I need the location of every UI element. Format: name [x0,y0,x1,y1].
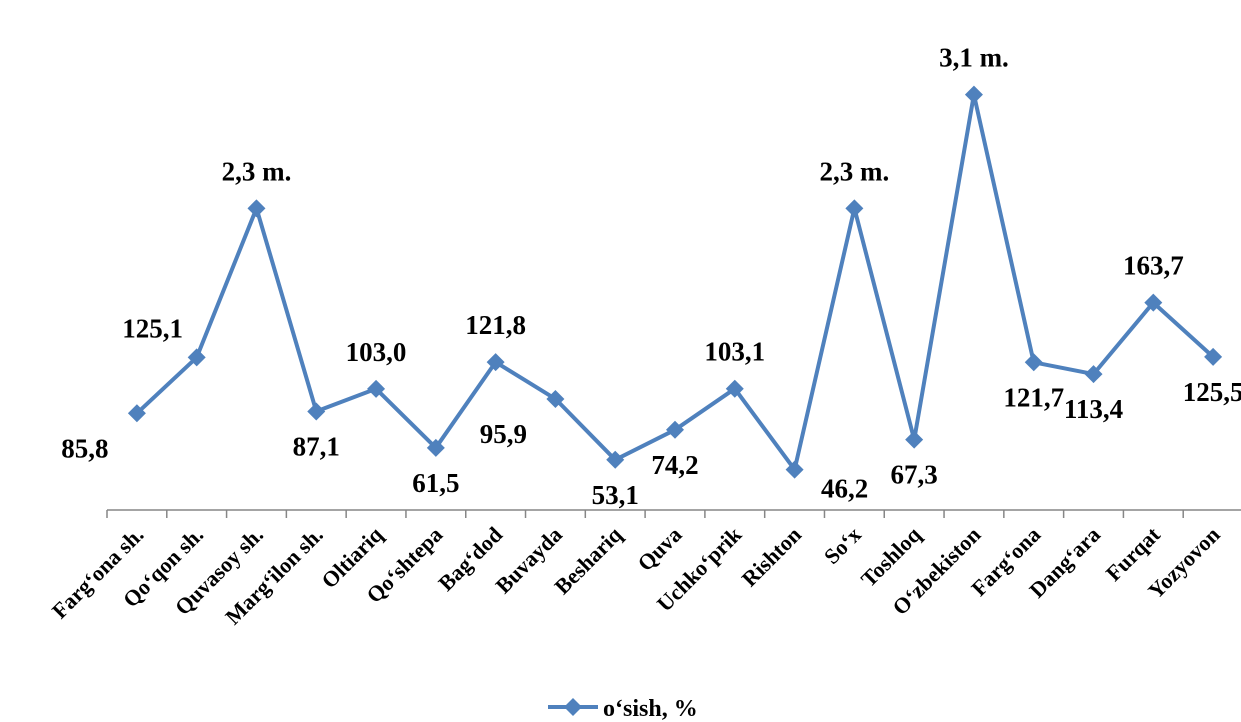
data-point-marker [307,402,326,421]
x-tick-label: Rishton [737,522,807,592]
data-point-marker [725,379,744,398]
data-point-marker [426,438,445,457]
data-point-marker [845,199,864,218]
data-label: 163,7 [1123,251,1184,281]
x-tick-label: So‘x [819,522,866,569]
series-line [135,92,1215,472]
data-label: 87,1 [293,431,340,461]
data-point-marker [606,450,625,469]
x-tick-label: Beshariq [549,521,627,599]
data-label: 67,3 [891,460,938,490]
legend: o‘sish, % [548,696,698,722]
x-axis [106,509,1241,518]
data-point-marker [486,353,505,372]
data-label: 103,1 [704,337,765,367]
legend-marker-diamond-icon [564,698,582,716]
x-tick-label: Quva [633,522,687,576]
data-label: 121,7 [1003,382,1064,412]
series-marker-layer [127,85,1223,479]
data-label: 46,2 [821,474,868,504]
data-label: 3,1 m. [939,43,1009,73]
data-label: 53,1 [592,480,639,510]
legend-series-name: o‘sish, % [603,696,698,722]
data-label: 85,8 [61,433,108,463]
data-point-marker [1084,365,1103,384]
data-label: 2,3 m. [222,156,292,186]
data-point-marker [127,404,146,423]
data-label: 74,2 [651,450,698,480]
data-point-marker [1204,347,1223,366]
data-label-layer: 85,8 125,1 2,3 m. 87,1 103,0 61,5 121,8 95,9 53,… [61,43,1241,510]
data-point-marker [905,430,924,449]
data-point-marker [964,85,983,104]
data-point-marker [1144,293,1163,312]
data-point-marker [546,389,565,408]
data-point-marker [785,460,804,479]
data-label: 61,5 [412,468,459,498]
data-point-marker [1024,353,1043,372]
data-label: 125,5 [1183,377,1241,407]
data-label: 121,8 [465,310,526,340]
data-point-marker [187,348,206,367]
data-label: 103,0 [346,337,407,367]
data-point-marker [247,199,266,218]
data-label: 95,9 [480,419,527,449]
data-label: 113,4 [1064,394,1123,424]
data-label: 2,3 m. [819,156,889,186]
data-point-marker [666,420,684,439]
category-tick-labels: Farg‘ona sh.Qo‘qon sh.Quvasoy sh.Marg‘il… [47,521,1225,629]
data-label: 125,1 [122,313,183,343]
series-line-layer [135,92,1215,472]
data-point-marker [367,379,386,398]
